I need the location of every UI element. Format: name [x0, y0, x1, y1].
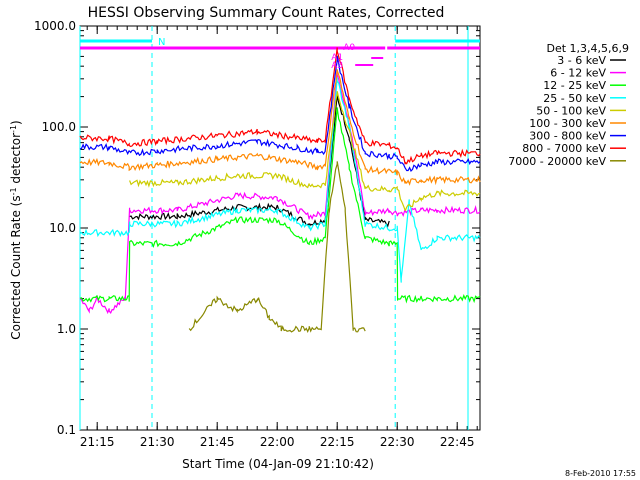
attenuator-label: A3 — [331, 61, 343, 71]
legend-entry-label: 25 - 50 keV — [543, 92, 606, 105]
series-line-6 — [79, 55, 481, 172]
legend-entry-label: 12 - 25 keV — [543, 79, 606, 92]
series-line-3 — [79, 77, 481, 283]
attenuator-label: A1 — [331, 53, 343, 63]
x-axis-label: Start Time (04-Jan-09 21:10:42) — [182, 457, 374, 471]
legend-entry-label: 800 - 7000 keV — [522, 142, 606, 155]
x-tick-label: 22:45 — [440, 435, 475, 449]
y-tick-label: 1.0 — [57, 322, 76, 336]
legend-entry-label: 7000 - 20000 keV — [508, 155, 606, 168]
attenuator-label: A0 — [343, 43, 355, 53]
legend-entry-label: 100 - 300 keV — [529, 117, 606, 130]
series-line-7 — [79, 47, 481, 165]
y-tick-label: 1000.0 — [34, 19, 76, 33]
series-line-5 — [79, 69, 481, 186]
y-axis-label: Corrected Count Rate (s-1 detector-1) — [9, 120, 23, 339]
chart-title: HESSI Observing Summary Count Rates, Cor… — [88, 5, 445, 21]
series-line-2 — [79, 107, 481, 304]
series-line-4 — [129, 91, 481, 212]
x-tick-label: 21:15 — [80, 435, 115, 449]
legend-entry-label: 6 - 12 keV — [550, 67, 606, 80]
plot-frame — [79, 25, 481, 431]
plot-area — [79, 25, 481, 431]
y-tick-label: 0.1 — [57, 423, 76, 437]
x-tick-label: 21:30 — [140, 435, 175, 449]
x-tick-label: 21:45 — [200, 435, 235, 449]
series-line-1 — [79, 69, 481, 315]
legend-entry-label: 300 - 800 keV — [529, 130, 606, 143]
y-tick-label: 100.0 — [42, 120, 76, 134]
footer-date: 8-Feb-2010 17:55 — [565, 469, 636, 478]
x-tick-label: 22:15 — [320, 435, 355, 449]
legend-title: Det 1,3,4,5,6,9 — [546, 42, 629, 55]
series-line-0 — [129, 95, 390, 229]
series-line-8 — [188, 161, 366, 333]
status-bar-label: N — [158, 37, 165, 48]
legend-entry-label: 3 - 6 keV — [557, 54, 606, 67]
legend-entry-label: 50 - 100 keV — [536, 104, 606, 117]
x-tick-label: 22:00 — [260, 435, 295, 449]
y-tick-label: 10.0 — [49, 221, 76, 235]
x-tick-label: 22:30 — [380, 435, 415, 449]
